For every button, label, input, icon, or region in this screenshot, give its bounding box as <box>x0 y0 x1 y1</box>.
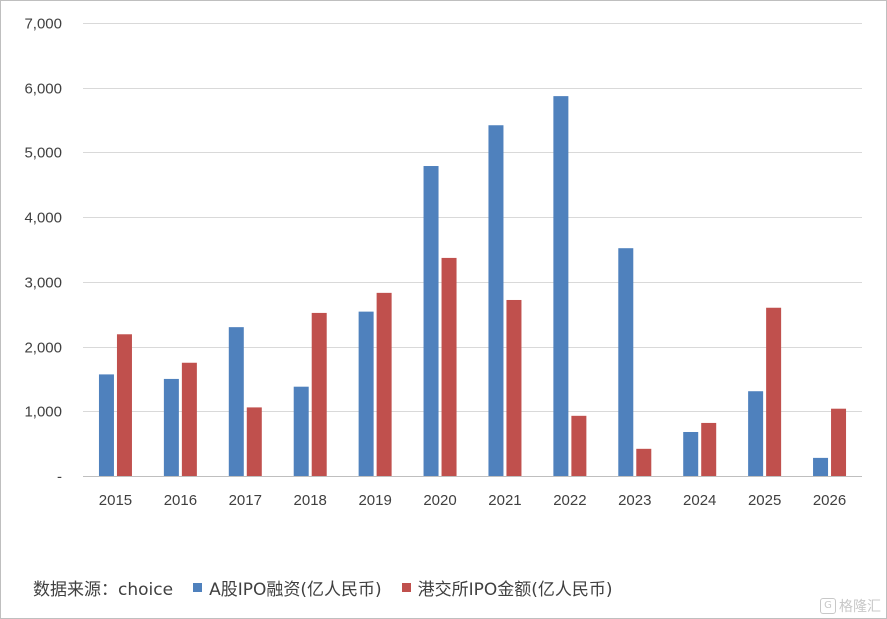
y-tick-label: 2,000 <box>24 340 62 357</box>
legend-label-series-1: A股IPO融资(亿人民币) <box>209 579 382 600</box>
bar-series-1-2020 <box>423 166 439 477</box>
bar-series-2-2024 <box>701 422 717 476</box>
legend-swatch-series-1 <box>193 582 203 592</box>
y-tick-label: 5,000 <box>24 145 62 162</box>
bar-series-1-2026 <box>813 457 829 476</box>
bar-series-1-2025 <box>748 391 764 476</box>
bar-series-2-2026 <box>831 408 847 476</box>
bar-series-1-2016 <box>163 378 179 476</box>
gridlines <box>83 23 862 477</box>
legend: 数据来源：choice A股IPO融资(亿人民币) 港交所IPO金额(亿人民币) <box>33 575 613 600</box>
x-tick-label: 2020 <box>423 492 456 509</box>
x-tick-label: 2025 <box>748 492 781 509</box>
bar-series-2-2023 <box>636 448 652 476</box>
bar-series-2-2019 <box>376 292 392 476</box>
x-axis-ticks: 2015 2016 2017 2018 2019 2020 2021 2022 2023 2024… <box>99 492 846 509</box>
x-tick-label: 2026 <box>813 492 846 509</box>
bars <box>98 96 847 477</box>
bar-series-1-2015 <box>98 374 114 476</box>
bar-series-1-2021 <box>488 125 504 477</box>
bar-series-2-2017 <box>246 407 262 476</box>
x-tick-label: 2015 <box>99 492 132 509</box>
legend-swatch-series-2 <box>401 582 411 592</box>
bar-series-1-2024 <box>683 431 699 476</box>
bar-series-2-2020 <box>441 257 457 476</box>
bar-series-2-2021 <box>506 299 522 476</box>
y-tick-label: 7,000 <box>24 16 62 33</box>
bar-series-1-2018 <box>293 386 309 476</box>
x-tick-label: 2022 <box>553 492 586 509</box>
bar-series-1-2023 <box>618 248 634 476</box>
bar-series-1-2022 <box>553 96 569 477</box>
bar-series-2-2018 <box>311 312 327 476</box>
gelonghui-logo-icon: G <box>820 598 836 614</box>
y-axis-ticks: - 1,000 2,000 3,000 4,000 5,000 6,000 7,000 <box>24 16 62 486</box>
y-tick-label: 3,000 <box>24 275 62 292</box>
data-source-label: 数据来源：choice <box>33 579 174 600</box>
x-tick-label: 2021 <box>488 492 521 509</box>
x-tick-label: 2024 <box>683 492 716 509</box>
y-tick-label: 4,000 <box>24 210 62 227</box>
y-tick-label: 1,000 <box>24 404 62 421</box>
x-tick-label: 2016 <box>164 492 197 509</box>
bar-series-2-2022 <box>571 415 587 476</box>
legend-item-series-1: A股IPO融资(亿人民币) <box>193 575 382 600</box>
bar-series-2-2016 <box>181 362 197 476</box>
watermark: G 格隆汇 <box>820 596 881 616</box>
x-tick-label: 2017 <box>229 492 262 509</box>
y-tick-label: - <box>57 469 62 486</box>
y-tick-label: 6,000 <box>24 81 62 98</box>
bar-series-2-2015 <box>116 334 132 476</box>
x-tick-label: 2019 <box>358 492 391 509</box>
bar-series-1-2017 <box>228 327 244 476</box>
bar-series-2-2025 <box>766 307 782 476</box>
watermark-text: 格隆汇 <box>839 599 881 615</box>
x-tick-label: 2023 <box>618 492 651 509</box>
legend-item-series-2: 港交所IPO金额(亿人民币) <box>401 575 613 600</box>
x-tick-label: 2018 <box>294 492 327 509</box>
bar-series-1-2019 <box>358 311 374 476</box>
legend-label-series-2: 港交所IPO金额(亿人民币) <box>417 579 613 600</box>
